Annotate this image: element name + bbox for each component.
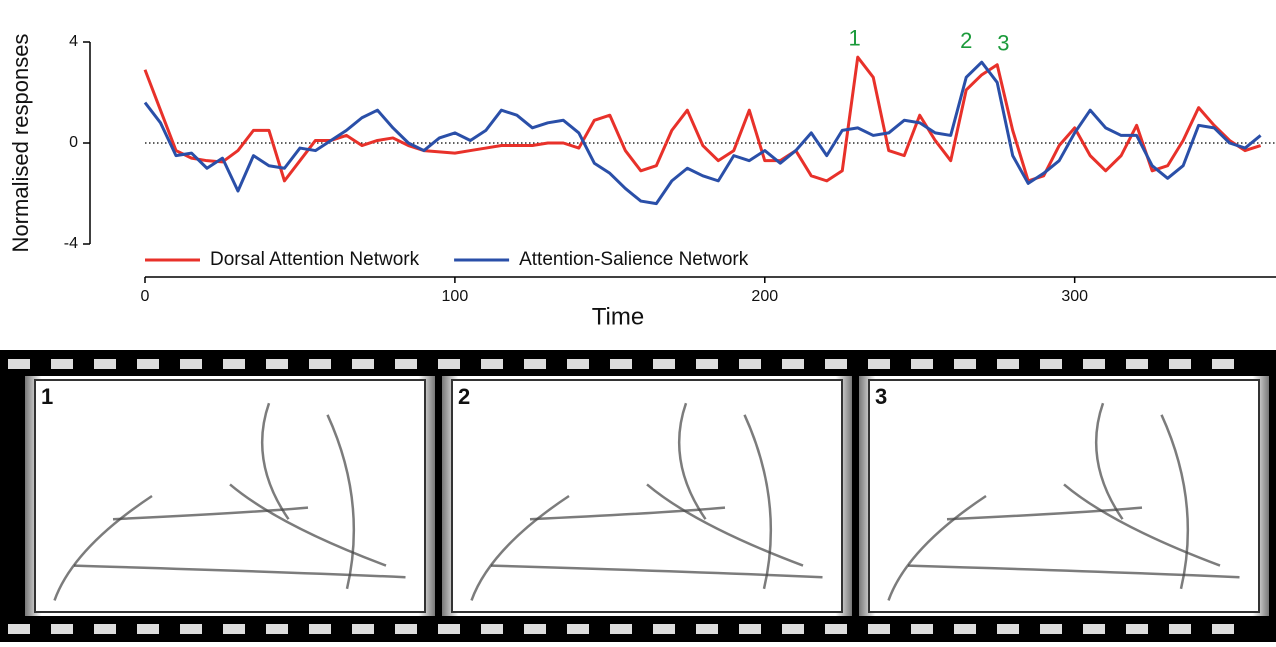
sprocket-hole bbox=[610, 359, 632, 369]
sprocket-hole bbox=[524, 624, 546, 634]
sprocket-hole bbox=[94, 359, 116, 369]
sprocket-hole bbox=[309, 624, 331, 634]
annotation: 2 bbox=[960, 28, 972, 53]
sprocket-hole bbox=[438, 359, 460, 369]
sprocket-hole bbox=[1040, 624, 1062, 634]
sprocket-hole bbox=[954, 624, 976, 634]
sprocket-hole bbox=[954, 359, 976, 369]
x-tick-label: 0 bbox=[141, 288, 150, 305]
sprocket-hole bbox=[739, 624, 761, 634]
sprocket-hole bbox=[481, 624, 503, 634]
series-line bbox=[145, 57, 1261, 181]
sprocket-hole bbox=[782, 359, 804, 369]
sprocket-hole bbox=[352, 624, 374, 634]
annotation: 1 bbox=[849, 25, 861, 50]
sprocket-hole bbox=[696, 359, 718, 369]
x-tick-label: 200 bbox=[751, 288, 778, 305]
y-tick-label: 0 bbox=[69, 134, 78, 151]
sprocket-hole bbox=[1083, 359, 1105, 369]
sprocket-hole bbox=[309, 359, 331, 369]
annotation: 3 bbox=[997, 30, 1009, 55]
sprocket-hole bbox=[8, 359, 30, 369]
sprocket-hole bbox=[911, 359, 933, 369]
x-axis-title: Time bbox=[592, 303, 644, 330]
sprocket-hole bbox=[825, 624, 847, 634]
sprocket-hole bbox=[395, 359, 417, 369]
sprocket-hole bbox=[782, 624, 804, 634]
sprocket-hole bbox=[1169, 624, 1191, 634]
frame-number: 3 bbox=[875, 384, 887, 409]
series-line bbox=[145, 62, 1261, 203]
sprocket-hole bbox=[395, 624, 417, 634]
sprocket-hole bbox=[610, 624, 632, 634]
x-tick-label: 100 bbox=[442, 288, 469, 305]
frame bbox=[452, 380, 842, 612]
sprocket-hole bbox=[51, 359, 73, 369]
sprocket-hole bbox=[997, 359, 1019, 369]
sprocket-hole bbox=[567, 359, 589, 369]
legend-label: Dorsal Attention Network bbox=[210, 249, 420, 270]
y-axis-title: Normalised responses bbox=[8, 34, 33, 253]
sprocket-hole bbox=[266, 624, 288, 634]
sprocket-hole bbox=[868, 359, 890, 369]
sprocket-hole bbox=[997, 624, 1019, 634]
sprocket-hole bbox=[911, 624, 933, 634]
sprocket-hole bbox=[51, 624, 73, 634]
sprocket-hole bbox=[223, 359, 245, 369]
sprocket-hole bbox=[825, 359, 847, 369]
frame-number: 1 bbox=[41, 384, 53, 409]
sprocket-hole bbox=[180, 359, 202, 369]
sprocket-hole bbox=[1083, 624, 1105, 634]
sprocket-hole bbox=[868, 624, 890, 634]
sprocket-hole bbox=[1126, 359, 1148, 369]
sprocket-hole bbox=[739, 359, 761, 369]
sprocket-hole bbox=[180, 624, 202, 634]
sprocket-hole bbox=[1040, 359, 1062, 369]
y-tick-label: 4 bbox=[69, 33, 78, 50]
sprocket-hole bbox=[1169, 359, 1191, 369]
y-tick-label: -4 bbox=[64, 235, 78, 252]
sprocket-hole bbox=[1212, 624, 1234, 634]
sprocket-hole bbox=[524, 359, 546, 369]
frame-number: 2 bbox=[458, 384, 470, 409]
legend-label: Attention-Salience Network bbox=[519, 249, 749, 270]
sprocket-hole bbox=[438, 624, 460, 634]
sprocket-hole bbox=[266, 359, 288, 369]
sprocket-hole bbox=[223, 624, 245, 634]
sprocket-hole bbox=[653, 624, 675, 634]
sprocket-hole bbox=[137, 624, 159, 634]
sprocket-hole bbox=[567, 624, 589, 634]
sprocket-hole bbox=[8, 624, 30, 634]
sprocket-hole bbox=[696, 624, 718, 634]
sprocket-hole bbox=[481, 359, 503, 369]
sprocket-hole bbox=[1212, 359, 1234, 369]
figure: Normalised responses Time -4 0 4 0 100 200 300… bbox=[0, 0, 1276, 642]
sprocket-hole bbox=[653, 359, 675, 369]
frame bbox=[35, 380, 425, 612]
sprocket-hole bbox=[1126, 624, 1148, 634]
sprocket-hole bbox=[94, 624, 116, 634]
sprocket-hole bbox=[352, 359, 374, 369]
sprocket-hole bbox=[137, 359, 159, 369]
x-tick-label: 300 bbox=[1061, 288, 1088, 305]
frame bbox=[869, 380, 1259, 612]
